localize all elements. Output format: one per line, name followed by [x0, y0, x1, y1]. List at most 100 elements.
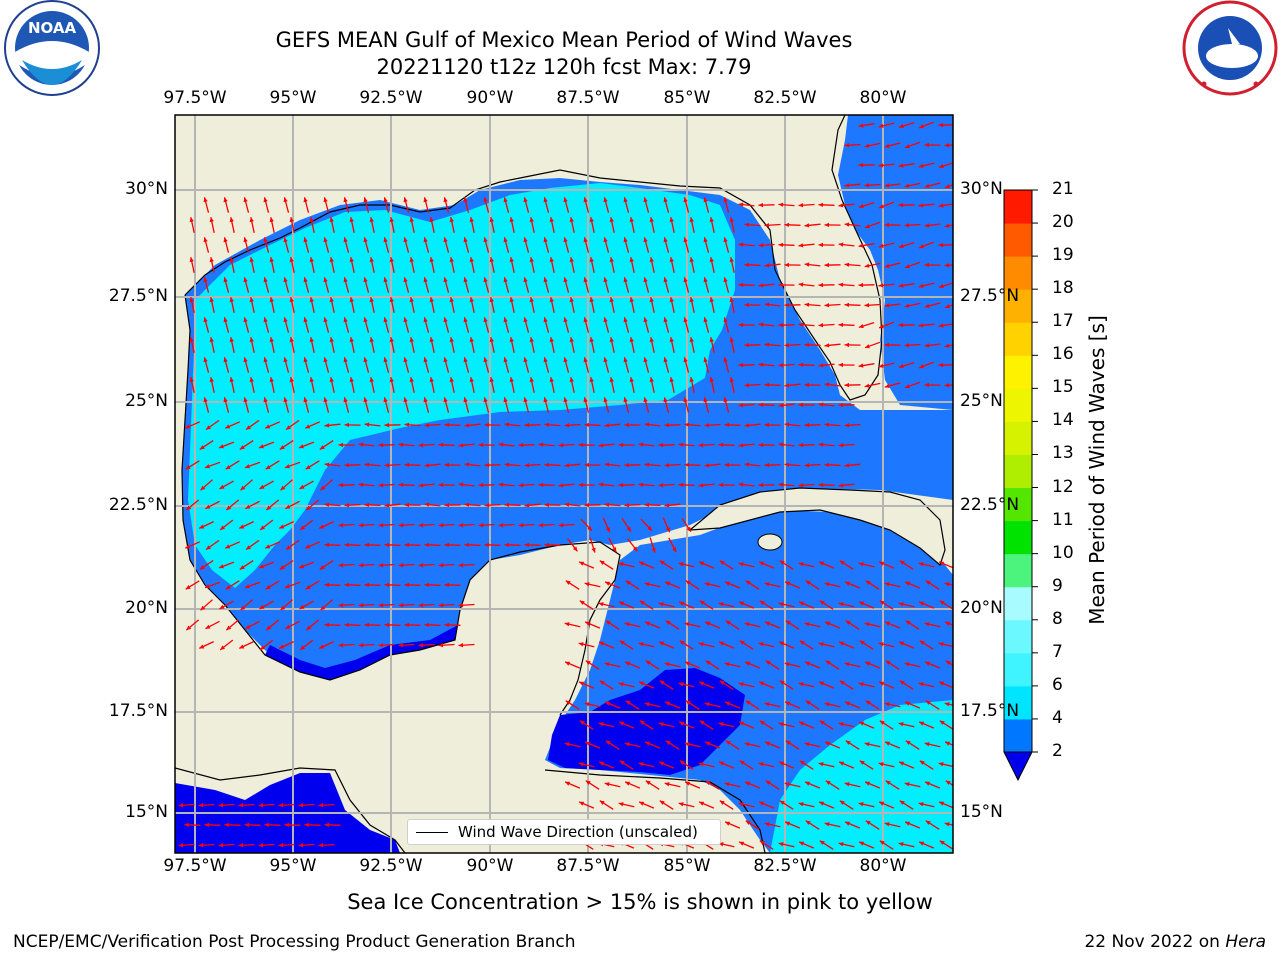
wave-arrow-head: [683, 397, 688, 403]
wave-arrow-head: [458, 523, 464, 528]
wave-arrow-head: [343, 317, 348, 323]
wave-arrow-head: [578, 482, 583, 488]
wave-arrow-head: [859, 841, 865, 846]
wave-arrow-head: [569, 297, 574, 303]
wave-arrow-head: [309, 257, 314, 263]
wave-arrow-head: [266, 625, 272, 631]
wave-arrow-head: [683, 317, 688, 323]
wave-arrow-head: [818, 202, 824, 207]
wave-arrow-head: [684, 462, 690, 467]
wave-arrow-head: [178, 843, 184, 848]
wave-arrow-head: [549, 217, 554, 223]
wave-arrow-head: [665, 740, 671, 745]
wave-arrow-head: [764, 223, 770, 228]
wave-arrow-head: [725, 581, 731, 586]
wave-arrow-head: [945, 660, 951, 665]
wave-arrow-head: [804, 463, 810, 468]
wave-arrow-head: [765, 621, 771, 626]
wave-arrow-head: [905, 384, 910, 389]
nws-logo: [1180, 0, 1280, 100]
wave-arrow-head: [629, 337, 634, 343]
wave-arrow-head: [839, 560, 845, 565]
wave-arrow-head: [779, 680, 785, 685]
lon-tick-top: 87.5°W: [556, 88, 620, 108]
wave-arrow-head: [283, 397, 288, 403]
wave-arrow-head: [938, 362, 944, 368]
wave-arrow-head: [818, 323, 824, 328]
wave-arrow-head: [785, 581, 791, 586]
wave-arrow-head: [483, 237, 488, 243]
wave-arrow-head: [489, 257, 494, 263]
wave-arrow-head: [283, 317, 288, 323]
wave-arrow-head: [239, 565, 245, 570]
wave-arrow-head: [919, 640, 925, 645]
wave-arrow-head: [878, 283, 884, 288]
wave-arrow-head: [779, 800, 785, 805]
wave-arrow-head: [758, 402, 764, 407]
wave-arrow-head: [444, 542, 450, 547]
wave-arrow-head: [678, 482, 684, 487]
wave-arrow-head: [563, 357, 568, 363]
wave-arrow-head: [879, 561, 885, 566]
wave-arrow-head: [384, 422, 390, 428]
wave-arrow-head: [705, 780, 711, 785]
wave-arrow-head: [344, 503, 350, 508]
wave-arrow-head: [219, 444, 224, 449]
wave-arrow-head: [638, 762, 644, 767]
wave-arrow-head: [598, 482, 604, 487]
wave-arrow-head: [744, 262, 750, 267]
lat-tick-left: 27.5°N: [108, 286, 168, 306]
wave-arrow-head: [529, 257, 534, 263]
wave-arrow-head: [884, 263, 890, 268]
wave-arrow-head: [679, 760, 685, 765]
wave-arrow-head: [904, 343, 910, 348]
wave-arrow-head: [603, 317, 608, 323]
wave-arrow-head: [185, 544, 191, 549]
wave-arrow-head: [484, 422, 489, 428]
wave-arrow-head: [723, 197, 728, 203]
wave-arrow-head: [663, 237, 668, 243]
wave-arrow-head: [838, 322, 844, 327]
gulf-low-period-strip: [265, 625, 458, 680]
wave-arrow-head: [824, 343, 830, 348]
wave-arrow-head: [245, 464, 250, 469]
wave-arrow-head: [223, 397, 228, 403]
wave-arrow-head: [383, 397, 388, 403]
wave-arrow-head: [824, 422, 830, 427]
colorbar-tick-label: 4: [1052, 707, 1063, 728]
wave-arrow-head: [543, 197, 548, 203]
wave-arrow-head: [778, 322, 784, 328]
lat-tick-right: 17.5°N: [960, 701, 1020, 721]
wave-arrow-head: [604, 662, 610, 667]
wave-arrow-head: [259, 484, 265, 489]
wave-arrow-head: [864, 143, 870, 148]
wave-arrow-head: [925, 661, 931, 666]
wave-arrow-head: [639, 681, 645, 686]
wave-arrow-head: [884, 222, 889, 228]
wave-arrow-head: [718, 722, 724, 727]
wave-arrow-head: [320, 605, 326, 611]
wave-arrow-head: [324, 502, 330, 507]
wave-arrow-head: [839, 800, 845, 805]
wave-arrow-head: [220, 645, 225, 650]
wave-arrow-head: [186, 625, 192, 631]
wave-arrow-head: [898, 124, 904, 129]
wave-arrow-head: [404, 502, 409, 508]
colorbar-tick-label: 9: [1052, 575, 1063, 596]
wave-arrow-head: [418, 603, 424, 608]
wave-arrow-head: [723, 357, 728, 363]
wave-arrow-head: [659, 680, 665, 685]
wave-arrow-head: [343, 277, 348, 283]
wave-arrow-head: [524, 503, 530, 508]
wave-arrow-head: [651, 547, 656, 553]
wave-arrow-head: [759, 720, 765, 725]
wave-arrow-head: [418, 643, 424, 648]
wave-arrow-head: [638, 482, 644, 487]
wave-arrow-head: [338, 643, 344, 648]
wave-arrow-head: [605, 620, 611, 625]
wave-arrow-head: [483, 397, 488, 403]
wave-arrow-head: [719, 800, 725, 805]
colorbar-tick-label: 20: [1052, 212, 1074, 233]
wave-arrow-head: [718, 442, 724, 447]
wave-arrow-head: [758, 283, 764, 288]
